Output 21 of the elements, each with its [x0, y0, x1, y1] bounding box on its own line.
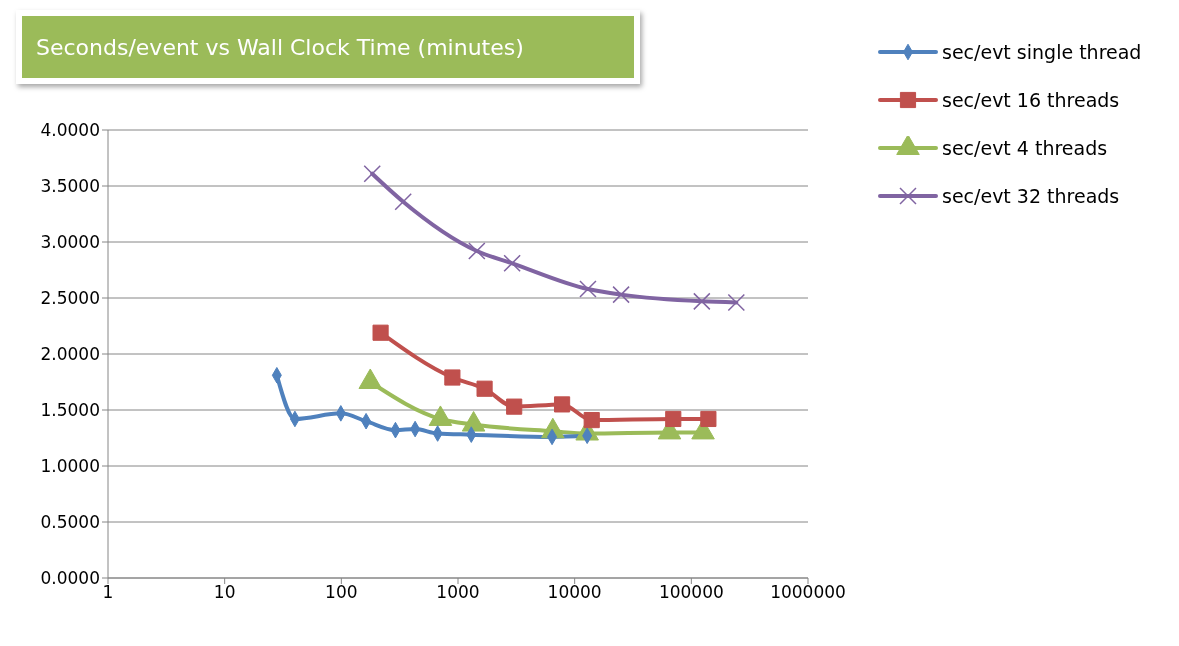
legend-label: sec/evt 4 threads — [942, 137, 1108, 159]
y-tick-label: 2.5000 — [40, 288, 100, 309]
y-tick-label: 3.5000 — [40, 176, 100, 197]
y-tick-label: 1.0000 — [40, 456, 100, 477]
x-tick-label: 1000 — [436, 582, 480, 603]
x-tick-label: 100 — [325, 582, 358, 603]
x-tick-label: 1 — [102, 582, 114, 603]
x-tick-label: 10000 — [547, 582, 602, 603]
y-tick-label: 3.0000 — [40, 232, 100, 253]
x-tick-label: 10 — [213, 582, 236, 603]
x-tick-label: 1000000 — [770, 582, 846, 603]
y-tick-label: 0.5000 — [40, 512, 100, 533]
y-tick-label: 0.0000 — [40, 568, 100, 589]
legend-label: sec/evt 16 threads — [942, 89, 1120, 111]
legend-label: sec/evt 32 threads — [942, 185, 1120, 207]
chart-title: Seconds/event vs Wall Clock Time (minutes) — [36, 34, 524, 60]
y-tick-label: 1.5000 — [40, 400, 100, 421]
x-tick-label: 100000 — [658, 582, 724, 603]
y-tick-label: 2.0000 — [40, 344, 100, 365]
y-tick-label: 4.0000 — [40, 120, 100, 141]
legend-label: sec/evt single thread — [942, 41, 1142, 63]
